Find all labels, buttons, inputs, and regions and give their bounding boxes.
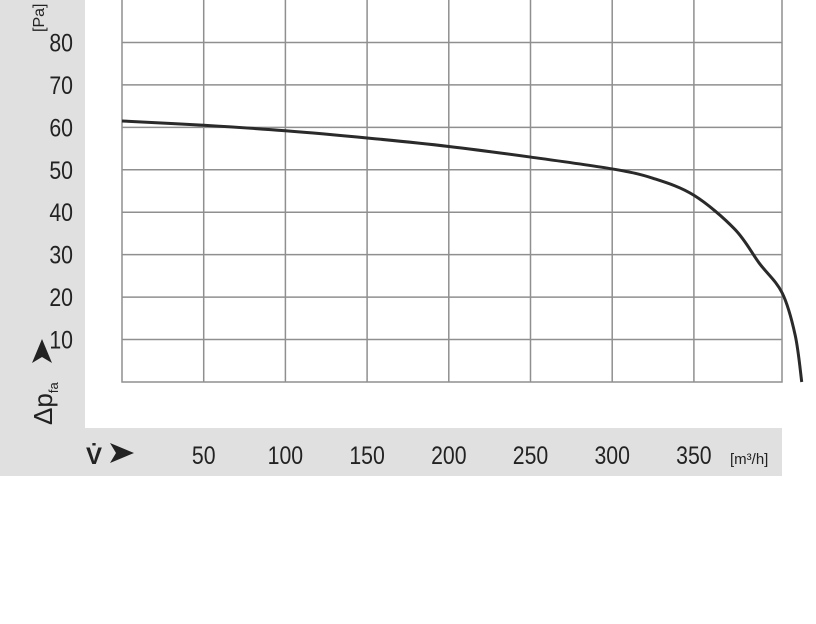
svg-text:Δpfa: Δpfa xyxy=(28,382,61,425)
x-tick-label: 150 xyxy=(349,441,384,469)
y-tick-label: 80 xyxy=(49,29,73,57)
y-tick-label: 70 xyxy=(49,71,73,99)
arrow-icon xyxy=(110,443,134,463)
x-tick-label: 250 xyxy=(513,441,548,469)
x-unit: [m³/h] xyxy=(730,451,768,468)
x-tick-label: 50 xyxy=(192,441,216,469)
y-tick-label: 20 xyxy=(49,283,73,311)
arrow-icon xyxy=(32,339,52,363)
x-tick-label: 350 xyxy=(676,441,711,469)
y-unit: [Pa] xyxy=(31,4,48,32)
y-tick-label: 40 xyxy=(49,199,73,227)
left-band xyxy=(0,0,85,476)
y-tick-label: 60 xyxy=(49,114,73,142)
x-tick-label: 200 xyxy=(431,441,466,469)
series-line xyxy=(121,119,804,383)
y-tick-label: 30 xyxy=(49,241,73,269)
y-axis-label: Δpfa xyxy=(28,339,61,425)
x-tick-label: 100 xyxy=(268,441,303,469)
plot-frame xyxy=(121,0,783,383)
y-tick-label: 50 xyxy=(49,156,73,184)
x-axis-label: V̇ xyxy=(86,443,102,470)
y-tick-label: 10 xyxy=(49,326,73,354)
x-tick-label: 300 xyxy=(594,441,629,469)
